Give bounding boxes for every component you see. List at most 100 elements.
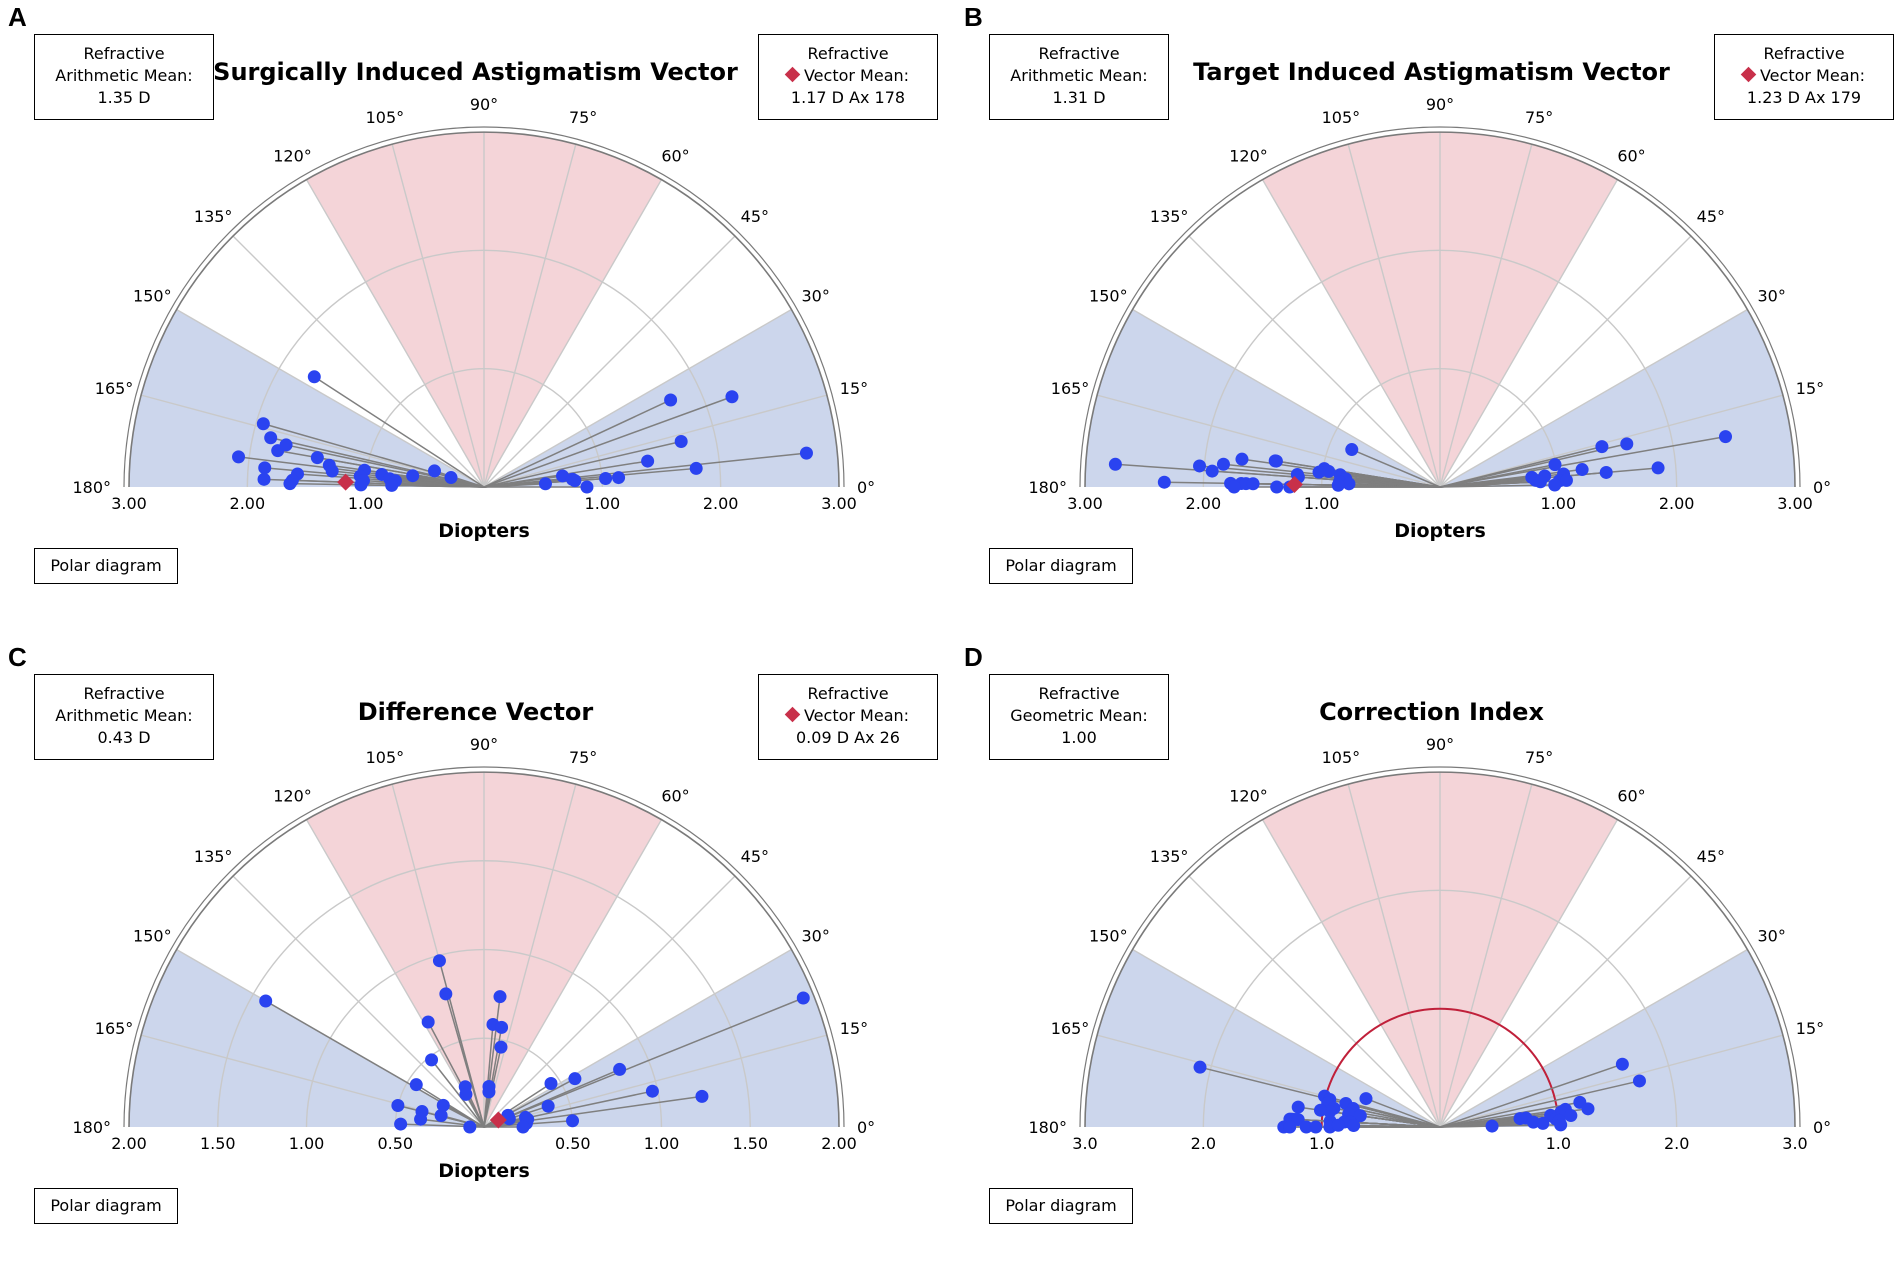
data-point xyxy=(391,1099,405,1113)
box-label: Refractive xyxy=(83,44,165,63)
chart-title: Surgically Induced Astigmatism Vector xyxy=(213,58,738,86)
data-ray xyxy=(442,1104,485,1128)
data-ray xyxy=(1439,1080,1640,1128)
angle-tick-label: 180° xyxy=(1028,478,1067,497)
angle-tick-label: 120° xyxy=(1229,146,1268,165)
angle-tick-label: 105° xyxy=(366,748,405,767)
data-ray xyxy=(415,1084,485,1128)
data-point xyxy=(1322,464,1336,478)
angle-tick-label: 60° xyxy=(1617,146,1645,165)
data-point xyxy=(385,478,399,492)
radial-tick-label: 3.0 xyxy=(1072,1134,1097,1153)
data-point xyxy=(1559,473,1573,487)
grid-spoke xyxy=(483,179,663,488)
angle-tick-label: 90° xyxy=(1426,735,1454,754)
grid-spoke xyxy=(305,819,485,1128)
data-ray xyxy=(483,440,682,488)
radial-tick-label: 1.50 xyxy=(200,1134,236,1153)
data-point xyxy=(495,1020,509,1034)
radial-tick-label: 2.0 xyxy=(1191,1134,1216,1153)
data-ray xyxy=(1351,448,1441,488)
radial-tick-label: 1.0 xyxy=(1546,1134,1571,1153)
polar-diagram-button[interactable]: Polar diagram xyxy=(34,1188,178,1224)
grid-spoke xyxy=(1439,783,1533,1128)
data-point xyxy=(1157,475,1171,489)
data-point xyxy=(432,954,446,968)
angle-tick-label: 45° xyxy=(1697,847,1725,866)
data-point xyxy=(307,370,321,384)
polar-chart: 0° 15° 30° 45° 60° 75° 90° 105° 120° 135° 150° 165°… xyxy=(72,95,875,513)
radial-tick-label: 1.00 xyxy=(585,494,621,513)
box-label: Refractive xyxy=(1038,684,1120,703)
data-point xyxy=(725,390,739,404)
angle-tick-label: 165° xyxy=(95,379,134,398)
arithmetic-mean-box: Refractive Arithmetic Mean: 1.31 D xyxy=(989,34,1169,120)
data-point xyxy=(674,434,688,448)
angle-tick-label: 150° xyxy=(1089,287,1128,306)
polar-diagram-button[interactable]: Polar diagram xyxy=(34,548,178,584)
data-point xyxy=(1615,1057,1629,1071)
angle-tick-label: 105° xyxy=(366,108,405,127)
vector-mean-box: Refractive Vector Mean: 1.17 D Ax 178 xyxy=(758,34,938,120)
data-point xyxy=(279,438,293,452)
radial-tick-label: 1.50 xyxy=(732,1134,768,1153)
angle-tick-label: 15° xyxy=(840,1019,868,1038)
outer-arc xyxy=(123,126,845,488)
box-value: 0.43 D xyxy=(97,728,151,747)
box-value: 1.23 D Ax 179 xyxy=(1746,88,1862,107)
data-point xyxy=(1548,478,1562,492)
data-ray xyxy=(1353,1124,1441,1128)
radial-tick-label: 3.00 xyxy=(821,494,857,513)
sector-blue xyxy=(129,309,484,487)
angle-tick-label: 15° xyxy=(840,379,868,398)
angle-tick-label: 135° xyxy=(1150,207,1189,226)
angle-tick-label: 15° xyxy=(1796,1019,1824,1038)
chart-title: Difference Vector xyxy=(357,698,594,726)
data-point xyxy=(1564,1109,1578,1123)
data-point xyxy=(1331,478,1345,492)
grid-spoke xyxy=(1439,179,1619,488)
grid-spoke xyxy=(1439,819,1619,1128)
data-point xyxy=(259,994,273,1008)
grid-spoke xyxy=(483,1034,828,1128)
data-point xyxy=(1353,1109,1367,1123)
outer-arc xyxy=(128,771,840,1128)
data-point xyxy=(664,393,678,407)
polar-diagram-button[interactable]: Polar diagram xyxy=(989,548,1133,584)
polar-diagram-button[interactable]: Polar diagram xyxy=(989,1188,1133,1224)
angle-tick-label: 120° xyxy=(273,786,312,805)
data-point xyxy=(493,990,507,1004)
data-ray xyxy=(391,484,485,488)
data-point xyxy=(232,450,246,464)
vector-mean-box: Refractive Vector Mean: 0.09 D Ax 26 xyxy=(758,674,938,760)
data-point xyxy=(264,431,278,445)
grid-spoke xyxy=(1439,143,1533,488)
data-point xyxy=(406,469,420,483)
box-label: Refractive xyxy=(807,684,889,703)
grid-spoke xyxy=(1439,875,1692,1128)
box-label: Arithmetic Mean: xyxy=(55,66,193,85)
radial-tick-label: 2.00 xyxy=(230,494,266,513)
angle-tick-label: 30° xyxy=(802,287,830,306)
box-label: Refractive xyxy=(807,44,889,63)
panel-letter: D xyxy=(964,642,983,672)
data-ray xyxy=(1439,1063,1623,1128)
outer-arc xyxy=(123,766,845,1128)
data-point xyxy=(1269,454,1283,468)
box-label: Geometric Mean: xyxy=(1010,706,1148,725)
data-point xyxy=(439,987,453,1001)
box-label: Refractive xyxy=(1763,44,1845,63)
data-point xyxy=(436,1098,450,1112)
box-label: Refractive xyxy=(1038,44,1120,63)
radial-tick-label: 1.00 xyxy=(1304,494,1340,513)
box-value: 0.09 D Ax 26 xyxy=(796,728,900,747)
data-point xyxy=(1235,452,1249,466)
data-point xyxy=(1575,463,1589,477)
grid-spoke xyxy=(1188,875,1441,1128)
grid-spoke xyxy=(1261,179,1441,488)
angle-tick-label: 120° xyxy=(273,146,312,165)
data-ray xyxy=(440,1114,485,1128)
data-ray xyxy=(1365,1097,1441,1128)
data-point xyxy=(1193,1060,1207,1074)
x-axis-label: Diopters xyxy=(1394,520,1486,542)
